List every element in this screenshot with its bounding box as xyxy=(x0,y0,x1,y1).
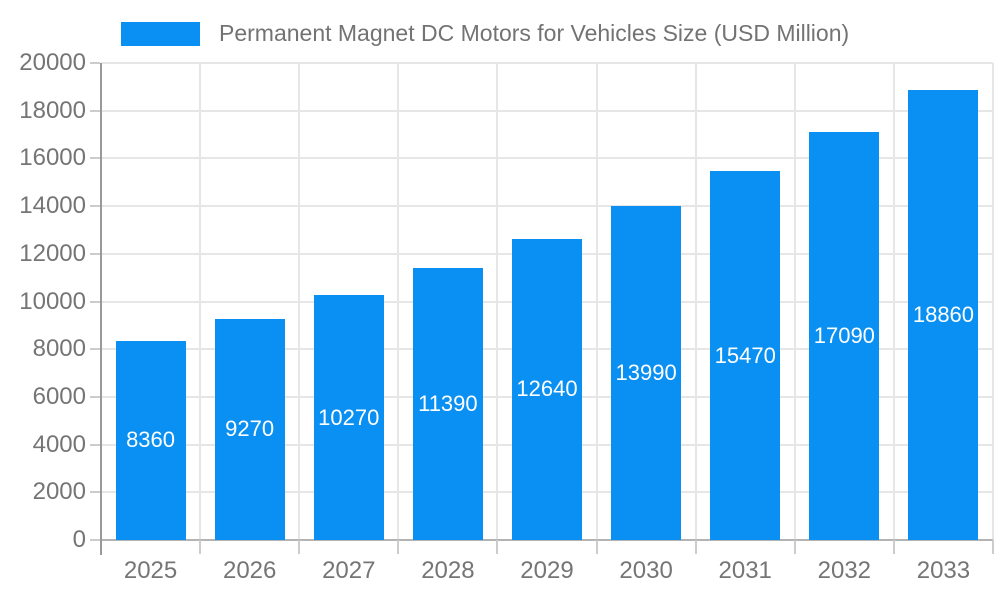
bar[interactable]: 15470 xyxy=(710,171,781,540)
y-axis-tick xyxy=(90,395,100,398)
horizontal-gridline xyxy=(101,205,993,208)
x-axis-tick-label: 2029 xyxy=(520,557,574,584)
bar-value-label: 11390 xyxy=(418,391,478,417)
y-axis-tick-label: 16000 xyxy=(19,144,86,172)
bar-value-label: 13990 xyxy=(615,360,677,386)
x-axis-tick xyxy=(793,540,796,554)
y-axis-tick xyxy=(90,443,100,446)
horizontal-gridline xyxy=(101,109,993,112)
y-axis-tick-label: 4000 xyxy=(32,430,86,458)
x-axis-tick xyxy=(892,540,895,554)
bar-value-label: 9270 xyxy=(225,416,275,442)
bar[interactable]: 9270 xyxy=(214,318,285,540)
y-axis-tick-label: 2000 xyxy=(32,478,86,506)
y-axis-tick xyxy=(90,539,100,541)
y-axis-tick-label: 18000 xyxy=(19,96,86,124)
y-axis-tick-label: 12000 xyxy=(19,239,86,267)
x-axis-tick-label: 2025 xyxy=(123,557,178,584)
plot-area: 0 2000 4000 6000 8000 10000 12000 14000 16000 180… xyxy=(19,49,994,584)
y-axis-tick-label: 20000 xyxy=(19,49,86,76)
y-axis-tick xyxy=(90,205,100,208)
legend[interactable]: Permanent Magnet DC Motors for Vehicles … xyxy=(121,20,849,47)
y-axis-tick xyxy=(90,62,100,64)
y-axis-tick xyxy=(90,252,100,255)
x-axis-tick xyxy=(992,540,994,554)
bar-value-label: 8360 xyxy=(126,427,176,453)
x-axis-tick-label: 2027 xyxy=(322,557,376,584)
y-axis-tick-label: 8000 xyxy=(32,335,86,363)
bar[interactable]: 13990 xyxy=(611,206,682,540)
bar[interactable]: 12640 xyxy=(512,238,582,540)
x-axis-tick-label: 2031 xyxy=(718,557,772,584)
horizontal-gridline xyxy=(101,157,993,160)
bar[interactable]: 8360 xyxy=(115,340,186,540)
y-axis-tick-label: 14000 xyxy=(19,192,86,220)
y-axis-tick xyxy=(90,300,100,303)
x-axis-tick xyxy=(298,540,301,554)
bar-value-label: 17090 xyxy=(813,323,875,349)
x-axis-tick-label: 2032 xyxy=(817,557,872,584)
y-axis-line xyxy=(100,63,102,555)
y-axis-tick-label: 6000 xyxy=(32,382,86,410)
y-axis-tick-label: 10000 xyxy=(19,287,86,315)
legend-swatch-icon xyxy=(121,21,200,46)
x-axis-tick-label: 2026 xyxy=(222,557,277,584)
bar[interactable]: 18860 xyxy=(908,90,979,540)
y-axis-tick-label: 0 xyxy=(72,526,86,553)
bar-value-label: 12640 xyxy=(516,376,578,402)
x-axis-tick-label: 2033 xyxy=(916,557,971,584)
x-axis-tick xyxy=(199,540,202,554)
x-axis-tick xyxy=(595,540,598,554)
legend-series-label: Permanent Magnet DC Motors for Vehicles … xyxy=(219,20,850,46)
x-axis-tick xyxy=(694,540,697,554)
y-axis-tick xyxy=(90,109,100,112)
bar[interactable]: 11390 xyxy=(412,268,483,540)
vertical-gridline xyxy=(992,63,994,540)
y-axis-tick xyxy=(90,157,100,160)
y-axis-tick xyxy=(90,491,100,494)
x-axis-tick xyxy=(397,540,400,554)
x-axis-line xyxy=(101,539,993,541)
bar[interactable]: 10270 xyxy=(313,295,384,540)
bar-value-label: 15470 xyxy=(714,342,776,368)
y-axis-tick xyxy=(90,348,100,351)
horizontal-gridline xyxy=(101,62,993,64)
bar-value-label: 10270 xyxy=(318,404,380,430)
bar[interactable]: 17090 xyxy=(809,132,880,540)
x-axis-tick-label: 2030 xyxy=(619,557,673,584)
bar-value-label: 18860 xyxy=(912,302,975,328)
x-axis-tick-label: 2028 xyxy=(421,557,475,584)
x-axis-tick xyxy=(496,540,499,554)
